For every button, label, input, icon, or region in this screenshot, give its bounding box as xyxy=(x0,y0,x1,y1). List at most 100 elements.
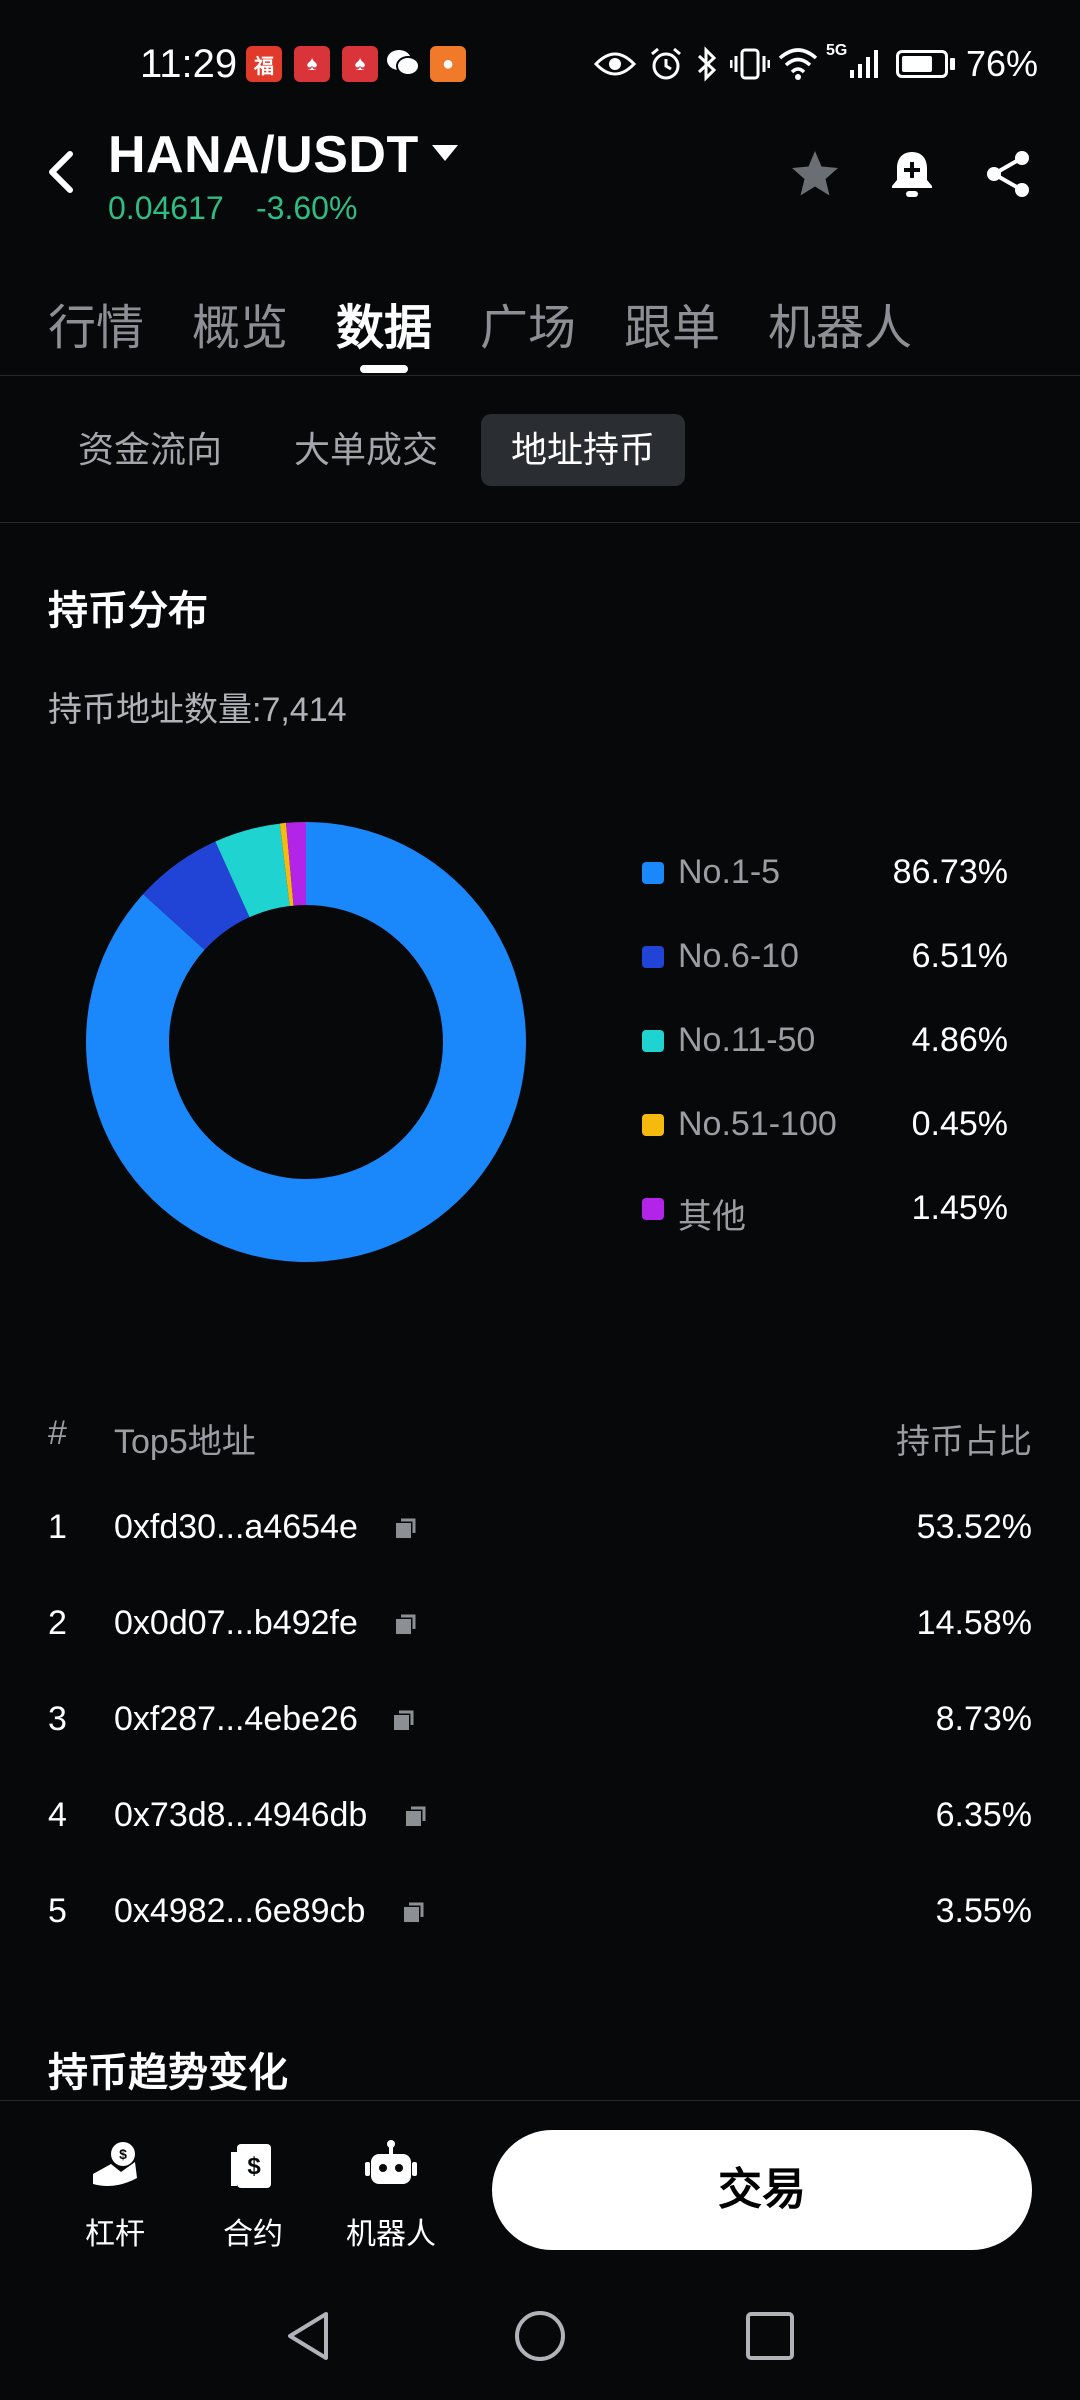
row-rank: 5 xyxy=(48,1892,67,1930)
holding-donut-chart xyxy=(86,822,527,1262)
copy-icon[interactable] xyxy=(394,1516,418,1540)
col-header-share: 持币占比 xyxy=(896,1423,1032,1461)
donut-slice xyxy=(143,841,250,950)
legend-value: 0.45% xyxy=(911,1105,1008,1143)
wechat-icon xyxy=(386,48,420,83)
legend-swatch xyxy=(642,862,664,884)
leverage-label: 杠杆 xyxy=(85,2218,145,2251)
nav-recents-icon[interactable] xyxy=(742,2308,798,2364)
donut-slice xyxy=(215,823,290,918)
row-share: 3.55% xyxy=(935,1892,1032,1930)
tab-overview[interactable]: 概览 xyxy=(192,302,289,355)
add-alert-icon[interactable] xyxy=(886,148,938,200)
legend-swatch xyxy=(642,1198,664,1220)
divider xyxy=(0,522,1080,523)
divider xyxy=(0,375,1080,376)
contract-icon: $ xyxy=(231,2144,271,2188)
legend-label: No.11-50 xyxy=(678,1021,816,1059)
row-address: 0xfd30...a4654e xyxy=(114,1508,358,1546)
status-time: 11:29 xyxy=(140,42,238,86)
status-bar: 11:29 福 ♠ ♠ ● 5G 76% xyxy=(0,0,1080,130)
star-icon[interactable] xyxy=(789,148,841,200)
share-icon[interactable] xyxy=(982,148,1034,200)
subtab-address-holdings[interactable]: 地址持币 xyxy=(481,414,686,486)
legend-label: 其他 xyxy=(678,1198,746,1236)
battery-cap xyxy=(950,58,955,70)
row-share: 8.73% xyxy=(935,1700,1032,1738)
donut-slice xyxy=(86,822,527,1262)
network-type: 5G xyxy=(826,42,848,59)
legend-value: 6.51% xyxy=(911,937,1008,975)
tab-market[interactable]: 行情 xyxy=(48,302,145,355)
legend-swatch xyxy=(642,1114,664,1136)
contract-button[interactable]: $ 合约 xyxy=(198,2138,308,2253)
last-price: 0.04617 xyxy=(108,190,224,226)
vibrate-icon xyxy=(729,46,771,87)
game-app-icon: ♠ xyxy=(342,46,378,82)
row-address: 0xf287...4ebe26 xyxy=(114,1700,358,1738)
section-title-distribution: 持币分布 xyxy=(48,589,208,633)
divider xyxy=(0,2100,1080,2101)
copy-icon[interactable] xyxy=(392,1708,416,1732)
price-change: -3.60% xyxy=(256,190,358,226)
subtab-fund-flow[interactable]: 资金流向 xyxy=(78,429,223,470)
orange-app-icon: ● xyxy=(430,46,466,82)
row-share: 6.35% xyxy=(935,1796,1032,1834)
subtab-large-orders[interactable]: 大单成交 xyxy=(294,429,439,470)
section-title-trend: 持币趋势变化 xyxy=(48,2051,288,2095)
tab-data[interactable]: 数据 xyxy=(336,302,433,355)
wifi-icon xyxy=(778,48,818,85)
robot-button[interactable]: 机器人 xyxy=(336,2138,446,2253)
chevron-down-icon[interactable] xyxy=(432,145,458,161)
row-share: 53.52% xyxy=(916,1508,1032,1546)
donut-slice xyxy=(279,822,294,906)
legend-swatch xyxy=(642,946,664,968)
legend-value: 4.86% xyxy=(911,1021,1008,1059)
battery-percent: 76% xyxy=(966,43,1039,84)
legend-label: No.51-100 xyxy=(678,1105,837,1143)
svg-text:$: $ xyxy=(247,2153,261,2180)
svg-text:$: $ xyxy=(119,2146,127,2162)
robot-icon xyxy=(365,2140,417,2184)
red-packet-icon: 福 xyxy=(246,46,282,82)
signal-icon xyxy=(848,48,882,85)
game-app-icon: ♠ xyxy=(294,46,330,82)
nav-back-icon[interactable] xyxy=(282,2308,338,2364)
copy-icon[interactable] xyxy=(404,1804,428,1828)
legend-label: No.1-5 xyxy=(678,853,781,891)
leverage-button[interactable]: $ 杠杆 xyxy=(60,2138,170,2253)
col-header-address: Top5地址 xyxy=(114,1423,256,1461)
address-count: 持币地址数量:7,414 xyxy=(48,691,347,729)
legend-swatch xyxy=(642,1030,664,1052)
legend-label: No.6-10 xyxy=(678,937,799,975)
leverage-icon: $ xyxy=(93,2142,137,2186)
row-rank: 3 xyxy=(48,1700,67,1738)
legend-value: 1.45% xyxy=(911,1189,1008,1227)
row-rank: 4 xyxy=(48,1796,67,1834)
row-share: 14.58% xyxy=(916,1604,1032,1642)
row-address: 0x4982...6e89cb xyxy=(114,1892,366,1930)
back-icon[interactable] xyxy=(46,150,76,199)
row-address: 0x73d8...4946db xyxy=(114,1796,368,1834)
trade-button[interactable]: 交易 xyxy=(492,2130,1032,2250)
row-address: 0x0d07...b492fe xyxy=(114,1604,358,1642)
bluetooth-icon xyxy=(696,46,718,87)
robot-label: 机器人 xyxy=(346,2218,436,2251)
copy-icon[interactable] xyxy=(394,1612,418,1636)
tab-square[interactable]: 广场 xyxy=(480,302,577,355)
alarm-icon xyxy=(648,46,684,87)
tab-bot[interactable]: 机器人 xyxy=(768,302,913,355)
battery-icon xyxy=(896,50,948,78)
copy-icon[interactable] xyxy=(402,1900,426,1924)
active-tab-indicator xyxy=(360,365,408,373)
nav-home-icon[interactable] xyxy=(512,2308,568,2364)
eye-icon xyxy=(593,50,637,83)
row-rank: 1 xyxy=(48,1508,67,1546)
pair-title[interactable]: HANA/USDT xyxy=(108,126,419,184)
donut-slice xyxy=(285,822,306,906)
row-rank: 2 xyxy=(48,1604,67,1642)
contract-label: 合约 xyxy=(223,2218,283,2251)
tab-copy-trade[interactable]: 跟单 xyxy=(624,302,721,355)
legend-value: 86.73% xyxy=(892,853,1008,891)
col-header-rank: # xyxy=(48,1414,67,1452)
